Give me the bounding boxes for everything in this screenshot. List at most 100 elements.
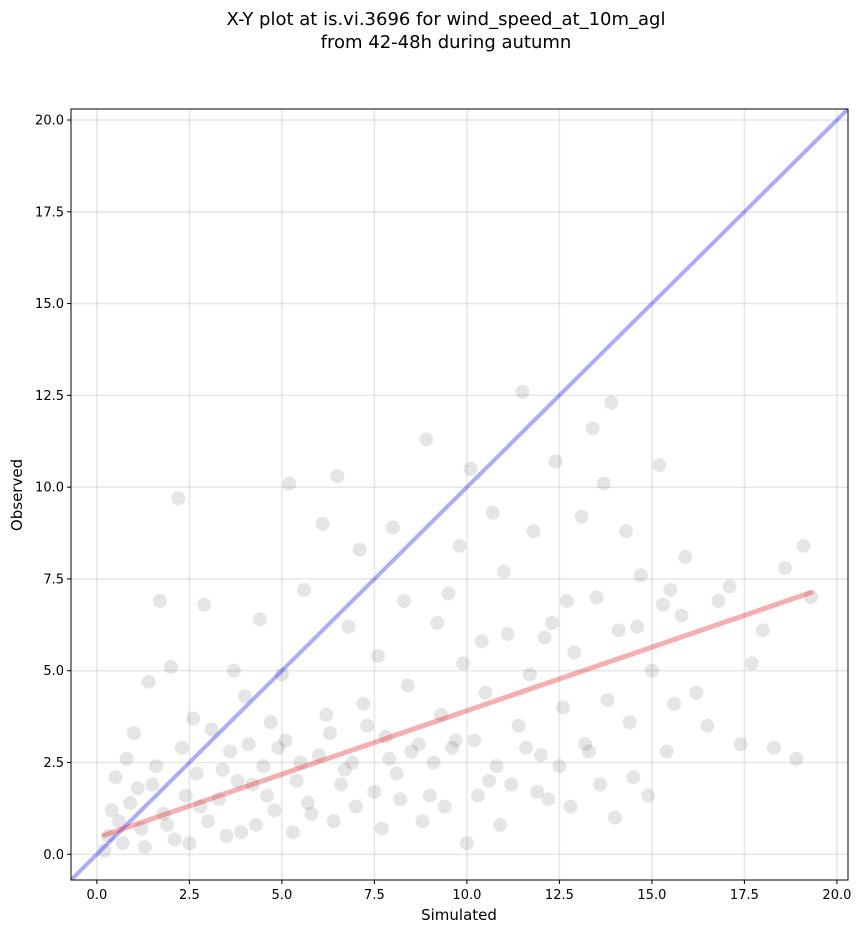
data-point <box>744 656 759 671</box>
data-point <box>119 751 134 766</box>
y-tick-label: 5.0 <box>43 664 64 679</box>
y-axis-label: Observed <box>8 459 26 531</box>
data-point <box>315 516 330 531</box>
data-point <box>659 744 674 759</box>
data-point <box>286 825 300 840</box>
data-point <box>319 707 334 722</box>
data-point <box>304 806 319 821</box>
data-point <box>533 748 548 763</box>
data-point <box>197 597 212 612</box>
data-point <box>356 696 371 711</box>
data-point <box>223 744 238 759</box>
data-point <box>789 751 804 766</box>
data-point <box>385 520 400 535</box>
data-point <box>171 491 186 506</box>
data-point <box>474 634 489 649</box>
data-point <box>186 711 201 726</box>
data-point <box>526 524 541 539</box>
data-point <box>141 674 156 689</box>
x-tick-label: 5.0 <box>272 888 293 903</box>
data-point <box>530 784 545 799</box>
data-point <box>804 590 818 605</box>
data-point <box>389 766 404 781</box>
data-point <box>249 817 263 832</box>
data-point <box>204 722 219 737</box>
data-point <box>237 689 252 704</box>
data-point <box>463 461 478 476</box>
data-point <box>459 836 474 851</box>
data-point <box>123 795 138 810</box>
data-point <box>297 582 312 597</box>
data-point <box>556 700 571 715</box>
data-point <box>504 777 519 792</box>
data-point <box>149 759 164 774</box>
data-point <box>126 726 141 741</box>
data-point <box>767 740 781 755</box>
data-point <box>456 656 471 671</box>
data-point <box>145 777 160 792</box>
chart-subtitle: from 42-48h during autumn <box>321 32 572 53</box>
data-point <box>112 814 127 829</box>
data-point <box>411 737 426 752</box>
data-point <box>652 458 667 473</box>
data-point <box>567 645 582 660</box>
y-tick-label: 0.0 <box>43 848 64 863</box>
data-point <box>311 748 326 763</box>
data-point <box>104 803 119 818</box>
y-tick-label: 15.0 <box>35 297 64 312</box>
identity-line <box>71 109 848 880</box>
data-point <box>230 773 245 788</box>
data-point <box>548 454 563 469</box>
data-point <box>633 568 648 583</box>
data-point <box>330 469 345 484</box>
data-point <box>134 821 149 836</box>
data-point <box>452 538 467 553</box>
data-point <box>582 744 596 759</box>
data-point <box>374 821 389 836</box>
data-point <box>611 623 626 638</box>
data-point <box>274 667 289 682</box>
data-point <box>167 832 182 847</box>
data-point <box>263 715 278 730</box>
data-point <box>397 593 411 608</box>
data-point <box>337 762 352 777</box>
data-point <box>604 395 619 410</box>
data-point <box>489 759 504 774</box>
data-point <box>585 421 600 436</box>
data-point <box>434 707 448 722</box>
x-axis-label: Simulated <box>421 906 497 924</box>
data-point <box>152 593 167 608</box>
data-point <box>189 766 204 781</box>
x-tick-label: 7.5 <box>364 888 385 903</box>
reference-lines <box>71 109 848 880</box>
data-point <box>796 538 811 553</box>
plot-frame <box>70 108 849 881</box>
data-point <box>674 608 689 623</box>
y-tick-label: 2.5 <box>43 756 64 771</box>
data-point <box>522 667 537 682</box>
data-point <box>334 777 349 792</box>
data-point <box>300 795 315 810</box>
data-point <box>371 649 386 664</box>
data-point <box>448 733 463 748</box>
data-point <box>596 476 611 491</box>
data-point <box>607 810 622 825</box>
data-point <box>552 759 567 774</box>
data-point <box>426 755 441 770</box>
data-point <box>163 660 178 675</box>
data-point <box>252 612 267 627</box>
data-point <box>541 792 556 807</box>
data-point <box>278 733 293 748</box>
data-point <box>445 740 460 755</box>
data-point <box>348 799 363 814</box>
data-point <box>515 384 530 399</box>
data-point <box>511 718 526 733</box>
data-point <box>175 740 189 755</box>
data-point <box>441 586 456 601</box>
data-point <box>345 755 360 770</box>
x-tick-label: 15.0 <box>637 888 666 903</box>
data-point <box>415 814 430 829</box>
data-point <box>500 627 515 642</box>
chart-title: X-Y plot at is.vi.3696 for wind_speed_at… <box>227 9 666 30</box>
data-point <box>193 799 208 814</box>
